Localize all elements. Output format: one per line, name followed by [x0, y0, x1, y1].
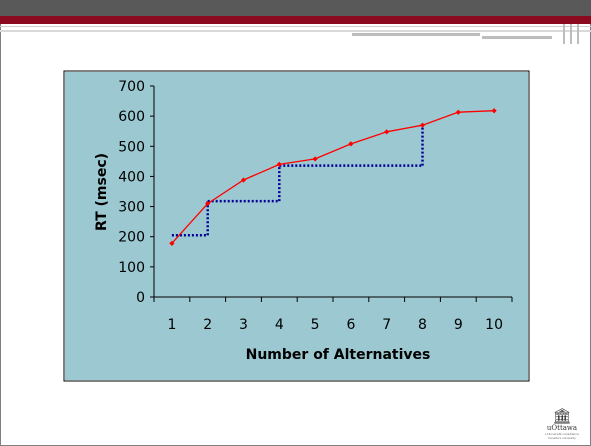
header-rule	[0, 30, 591, 32]
header-bar	[0, 0, 591, 16]
header-decoration	[577, 24, 579, 44]
plot-background	[65, 72, 528, 380]
x-tick-label: 6	[346, 317, 355, 333]
y-tick-label: 0	[136, 290, 145, 306]
rt-data-point	[169, 240, 175, 246]
y-tick-labels: 0 100 200 300 400 500 600 700	[118, 79, 145, 306]
rt-data-point	[491, 108, 497, 114]
x-tick-label: 3	[239, 317, 248, 333]
header-decoration	[570, 24, 572, 44]
rt-data-point	[384, 129, 390, 135]
axes	[150, 85, 513, 302]
x-tick-label: 4	[275, 317, 284, 333]
header-decoration	[563, 24, 565, 44]
header-accent-bar	[0, 16, 591, 24]
rt-data-point	[276, 161, 282, 167]
y-tick-label: 500	[118, 139, 145, 155]
rt-series	[169, 108, 497, 246]
header-decoration	[352, 33, 480, 36]
rt-data-point	[348, 141, 354, 147]
x-tick-label: 8	[418, 317, 427, 333]
step-series	[171, 125, 424, 237]
y-axis-label: RT (msec)	[94, 153, 110, 231]
x-tick-label: 5	[311, 317, 320, 333]
y-tick-label: 200	[118, 230, 145, 246]
x-tick-label: 10	[485, 317, 503, 333]
rt-data-point	[240, 177, 247, 183]
y-tick-label: 700	[118, 79, 145, 95]
building-icon: 🏛︎	[552, 407, 572, 425]
rt-data-point	[205, 200, 211, 207]
rt-data-point	[312, 156, 318, 162]
y-tick-label: 400	[118, 169, 145, 185]
x-tick-label: 1	[167, 317, 176, 333]
y-tick-label: 300	[118, 200, 145, 216]
logo-tagline: L'Université canadienne	[545, 432, 579, 436]
x-tick-label: 7	[382, 317, 391, 333]
x-axis-label: Number of Alternatives	[246, 347, 431, 363]
x-tick-labels: 1 2 3 4 5 6 7 8 9 10	[167, 317, 503, 333]
header-rule	[0, 26, 591, 27]
rt-data-point	[419, 122, 426, 128]
x-tick-label: 9	[454, 317, 463, 333]
rt-series-line	[171, 110, 495, 244]
y-tick-label: 100	[118, 260, 145, 276]
logo-tagline: Canada's university	[548, 435, 576, 440]
y-tick-label: 600	[118, 109, 145, 125]
logo-name: uOttawa	[546, 424, 578, 432]
x-tick-label: 2	[203, 317, 212, 333]
rt-data-point	[455, 109, 461, 115]
header-decoration	[482, 36, 552, 39]
uottawa-logo: 🏛︎ uOttawa L'Université canadienne Canad…	[541, 409, 583, 440]
